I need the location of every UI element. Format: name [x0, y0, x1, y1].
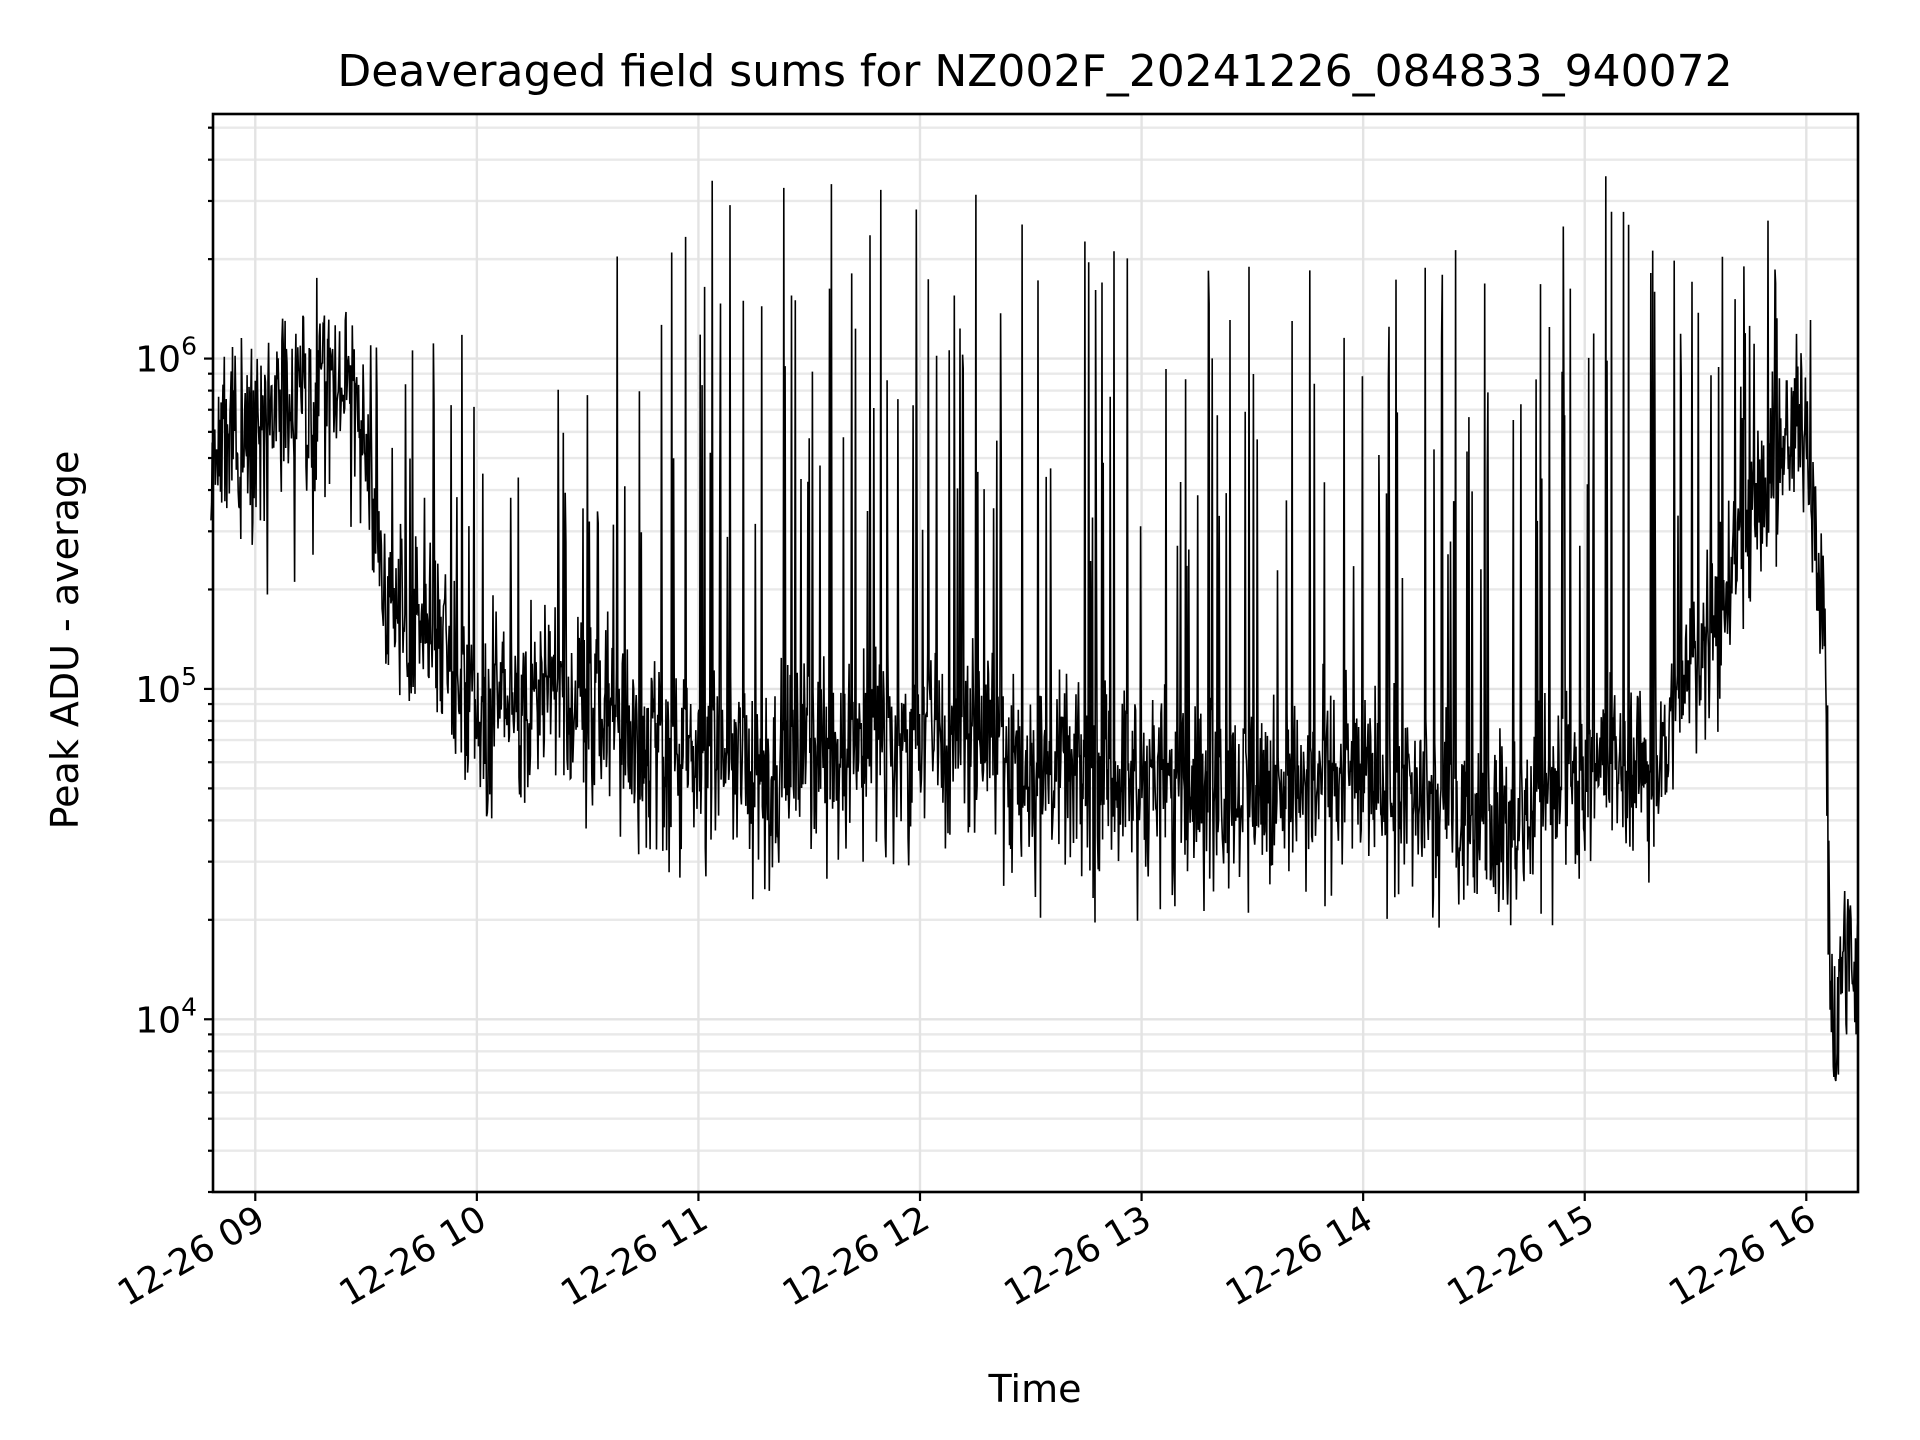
y-tick-label: 106 [135, 332, 197, 381]
chart-title: Deaveraged field sums for NZ002F_2024122… [337, 46, 1732, 97]
x-tick-label: 12-26 09 [111, 1198, 272, 1314]
plot-area [210, 176, 1859, 1082]
series-line [210, 176, 1859, 1082]
grid [213, 114, 1858, 1194]
x-tick-label: 12-26 11 [554, 1198, 715, 1314]
x-tick-label: 12-26 12 [776, 1198, 937, 1314]
y-tick-label: 104 [135, 992, 197, 1041]
x-tick-label: 12-26 10 [333, 1198, 494, 1314]
x-axis-ticks: 12-26 09 12-26 10 12-26 11 12-26 12 12-26 13… [111, 1192, 1823, 1315]
x-tick-label: 12-26 16 [1662, 1198, 1823, 1314]
y-axis-label: Peak ADU - average [43, 451, 87, 830]
x-tick-label: 12-26 13 [997, 1198, 1158, 1314]
y-tick-label: 105 [135, 662, 197, 711]
y-axis-ticks: 104 105 106 [135, 126, 213, 1194]
plot-frame [211, 112, 1860, 1194]
x-tick-label: 12-26 14 [1219, 1198, 1380, 1314]
x-axis-label: Time [988, 1367, 1082, 1411]
x-tick-label: 12-26 15 [1441, 1198, 1602, 1314]
